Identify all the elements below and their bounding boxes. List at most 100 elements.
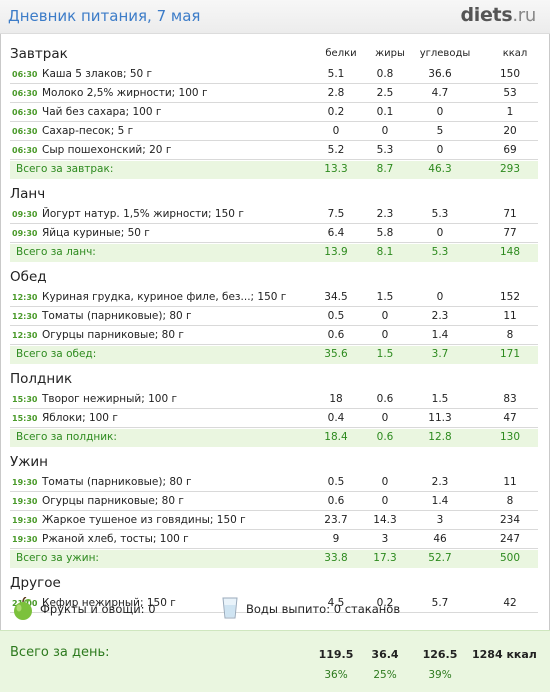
column-header-kcal: ккал bbox=[502, 48, 528, 59]
meal-time: 06:30 bbox=[12, 70, 38, 79]
meal-time: 09:30 bbox=[12, 229, 38, 238]
protein-value: 0.6 bbox=[327, 329, 345, 341]
day-total-protein: 119.5 bbox=[318, 648, 354, 661]
food-row[interactable]: 19:30 Томаты (парниковые); 80 г 0.5 0 2.3 11 bbox=[10, 474, 538, 492]
meal-time: 12:30 bbox=[12, 331, 38, 340]
food-name[interactable]: Кефир нежирный; 150 г bbox=[42, 597, 176, 609]
protein-value: 0.4 bbox=[327, 412, 345, 424]
kcal-value: 1 bbox=[506, 106, 514, 118]
food-name[interactable]: Сахар-песок; 5 г bbox=[42, 125, 134, 137]
meal-time: 09:30 bbox=[12, 210, 38, 219]
green-apple-icon[interactable] bbox=[12, 596, 34, 624]
food-name[interactable]: Томаты (парниковые); 80 г bbox=[42, 476, 192, 488]
carbs-value: 5.7 bbox=[431, 597, 449, 609]
food-row[interactable]: 06:30 Каша 5 злаков; 50 г 5.1 0.8 36.6 150 bbox=[10, 66, 538, 84]
day-pct-protein: 36% bbox=[324, 669, 348, 681]
meal-total-label: Всего за обед: bbox=[16, 348, 97, 360]
food-name[interactable]: Сыр пошехонский; 20 г bbox=[42, 144, 172, 156]
total-kcal: 293 bbox=[499, 163, 521, 175]
food-name[interactable]: Ржаной хлеб, тосты; 100 г bbox=[42, 533, 189, 545]
food-name[interactable]: Жаркое тушеное из говядины; 150 г bbox=[42, 514, 246, 526]
food-row[interactable]: 19:30 Жаркое тушеное из говядины; 150 г 23… bbox=[10, 512, 538, 530]
protein-value: 23.7 bbox=[324, 514, 348, 526]
carbs-value: 3 bbox=[436, 514, 444, 526]
total-carbs: 12.8 bbox=[428, 431, 452, 443]
total-protein: 18.4 bbox=[324, 431, 348, 443]
carbs-value: 1.4 bbox=[431, 495, 449, 507]
food-name[interactable]: Томаты (парниковые); 80 г bbox=[42, 310, 192, 322]
kcal-value: 71 bbox=[503, 208, 517, 220]
kcal-value: 20 bbox=[503, 125, 517, 137]
kcal-value: 234 bbox=[499, 514, 521, 526]
carbs-value: 1.4 bbox=[431, 329, 449, 341]
column-header-protein: белки bbox=[325, 48, 357, 59]
food-name[interactable]: Огурцы парниковые; 80 г bbox=[42, 495, 184, 507]
food-row[interactable]: 12:30 Куриная грудка, куриное филе, без..… bbox=[10, 289, 538, 307]
food-row[interactable]: 06:30 Молоко 2,5% жирности; 100 г 2.8 2.5 4.… bbox=[10, 85, 538, 103]
fat-value: 0.8 bbox=[376, 68, 394, 80]
food-row[interactable]: 15:30 Яблоки; 100 г 0.4 0 11.3 47 bbox=[10, 410, 538, 428]
protein-value: 5.1 bbox=[327, 68, 345, 80]
day-total-fat: 36.4 bbox=[371, 648, 399, 661]
total-fat: 8.7 bbox=[376, 163, 394, 175]
kcal-value: 69 bbox=[503, 144, 517, 156]
food-row[interactable]: 06:30 Сахар-песок; 5 г 0 0 5 20 bbox=[10, 123, 538, 141]
fat-value: 0 bbox=[381, 329, 389, 341]
food-name[interactable]: Яблоки; 100 г bbox=[42, 412, 118, 424]
meal-section-title: Завтрак bbox=[10, 46, 68, 62]
food-row[interactable]: 19:30 Огурцы парниковые; 80 г 0.6 0 1.4 8 bbox=[10, 493, 538, 511]
meal-time: 06:30 bbox=[12, 146, 38, 155]
fat-value: 2.5 bbox=[376, 87, 394, 99]
water-glass-icon[interactable] bbox=[222, 597, 238, 622]
food-name[interactable]: Чай без сахара; 100 г bbox=[42, 106, 162, 118]
meal-time: 19:30 bbox=[12, 535, 38, 544]
meal-section-title: Ланч bbox=[10, 186, 46, 202]
meal-total-label: Всего за ланч: bbox=[16, 246, 96, 258]
food-name[interactable]: Йогурт натур. 1,5% жирности; 150 г bbox=[42, 208, 244, 220]
food-name[interactable]: Огурцы парниковые; 80 г bbox=[42, 329, 184, 341]
site-logo[interactable]: diets.ru bbox=[460, 4, 536, 26]
meal-time: 15:30 bbox=[12, 414, 38, 423]
protein-value: 0.5 bbox=[327, 476, 345, 488]
meal-total-label: Всего за полдник: bbox=[16, 431, 117, 443]
food-row[interactable]: 09:30 Яйца куриные; 50 г 6.4 5.8 0 77 bbox=[10, 225, 538, 243]
meal-time: 06:30 bbox=[12, 127, 38, 136]
kcal-value: 11 bbox=[503, 476, 517, 488]
food-row[interactable]: 15:30 Творог нежирный; 100 г 18 0.6 1.5 83 bbox=[10, 391, 538, 409]
fat-value: 14.3 bbox=[373, 514, 397, 526]
total-protein: 13.3 bbox=[324, 163, 348, 175]
food-row[interactable]: 19:30 Ржаной хлеб, тосты; 100 г 9 3 46 247 bbox=[10, 531, 538, 549]
total-fat: 8.1 bbox=[376, 246, 394, 258]
food-name[interactable]: Молоко 2,5% жирности; 100 г bbox=[42, 87, 208, 99]
total-fat: 1.5 bbox=[376, 348, 394, 360]
meal-time: 15:30 bbox=[12, 395, 38, 404]
protein-value: 6.4 bbox=[327, 227, 345, 239]
page-title: Дневник питания, 7 мая bbox=[8, 7, 201, 25]
logo-suffix: .ru bbox=[512, 5, 536, 26]
food-row[interactable]: 09:30 Йогурт натур. 1,5% жирности; 150 г 7… bbox=[10, 206, 538, 224]
food-name[interactable]: Яйца куриные; 50 г bbox=[42, 227, 150, 239]
kcal-value: 83 bbox=[503, 393, 517, 405]
food-name[interactable]: Каша 5 злаков; 50 г bbox=[42, 68, 153, 80]
meal-time: 19:30 bbox=[12, 516, 38, 525]
fat-value: 0 bbox=[381, 412, 389, 424]
food-row[interactable]: 06:30 Сыр пошехонский; 20 г 5.2 5.3 0 69 bbox=[10, 142, 538, 160]
fat-value: 0.2 bbox=[376, 597, 394, 609]
total-protein: 13.9 bbox=[324, 246, 348, 258]
food-row[interactable]: 12:30 Томаты (парниковые); 80 г 0.5 0 2.3 11 bbox=[10, 308, 538, 326]
kcal-value: 247 bbox=[499, 533, 521, 545]
fat-value: 0 bbox=[381, 310, 389, 322]
protein-value: 18 bbox=[329, 393, 343, 405]
meal-time: 19:30 bbox=[12, 478, 38, 487]
meal-section-title: Обед bbox=[10, 269, 47, 285]
header: Дневник питания, 7 мая diets.ru bbox=[0, 0, 550, 34]
food-row[interactable]: 06:30 Чай без сахара; 100 г 0.2 0.1 0 1 bbox=[10, 104, 538, 122]
food-row[interactable]: 12:30 Огурцы парниковые; 80 г 0.6 0 1.4 8 bbox=[10, 327, 538, 345]
food-name[interactable]: Куриная грудка, куриное филе, без...; 15… bbox=[42, 291, 287, 303]
total-kcal: 148 bbox=[499, 246, 521, 258]
meal-section-title: Другое bbox=[10, 575, 61, 591]
food-name[interactable]: Творог нежирный; 100 г bbox=[42, 393, 177, 405]
carbs-value: 1.5 bbox=[431, 393, 449, 405]
carbs-value: 0 bbox=[436, 106, 444, 118]
kcal-value: 77 bbox=[503, 227, 517, 239]
